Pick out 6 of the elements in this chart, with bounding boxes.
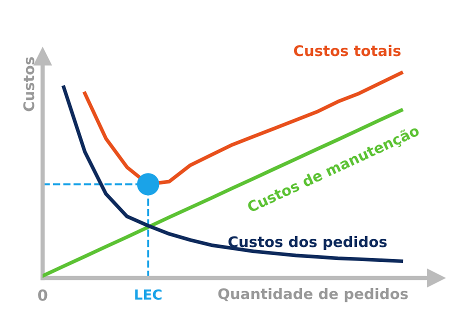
- x-axis-title: Quantidade de pedidos: [218, 288, 408, 302]
- y-axis-title: Custos: [23, 57, 34, 112]
- series-label: Custos dos pedidos: [228, 236, 387, 250]
- series-label: Custos totais: [294, 44, 401, 56]
- x-tick-label: 0: [38, 289, 48, 301]
- x-tick-label: LEC: [135, 289, 162, 300]
